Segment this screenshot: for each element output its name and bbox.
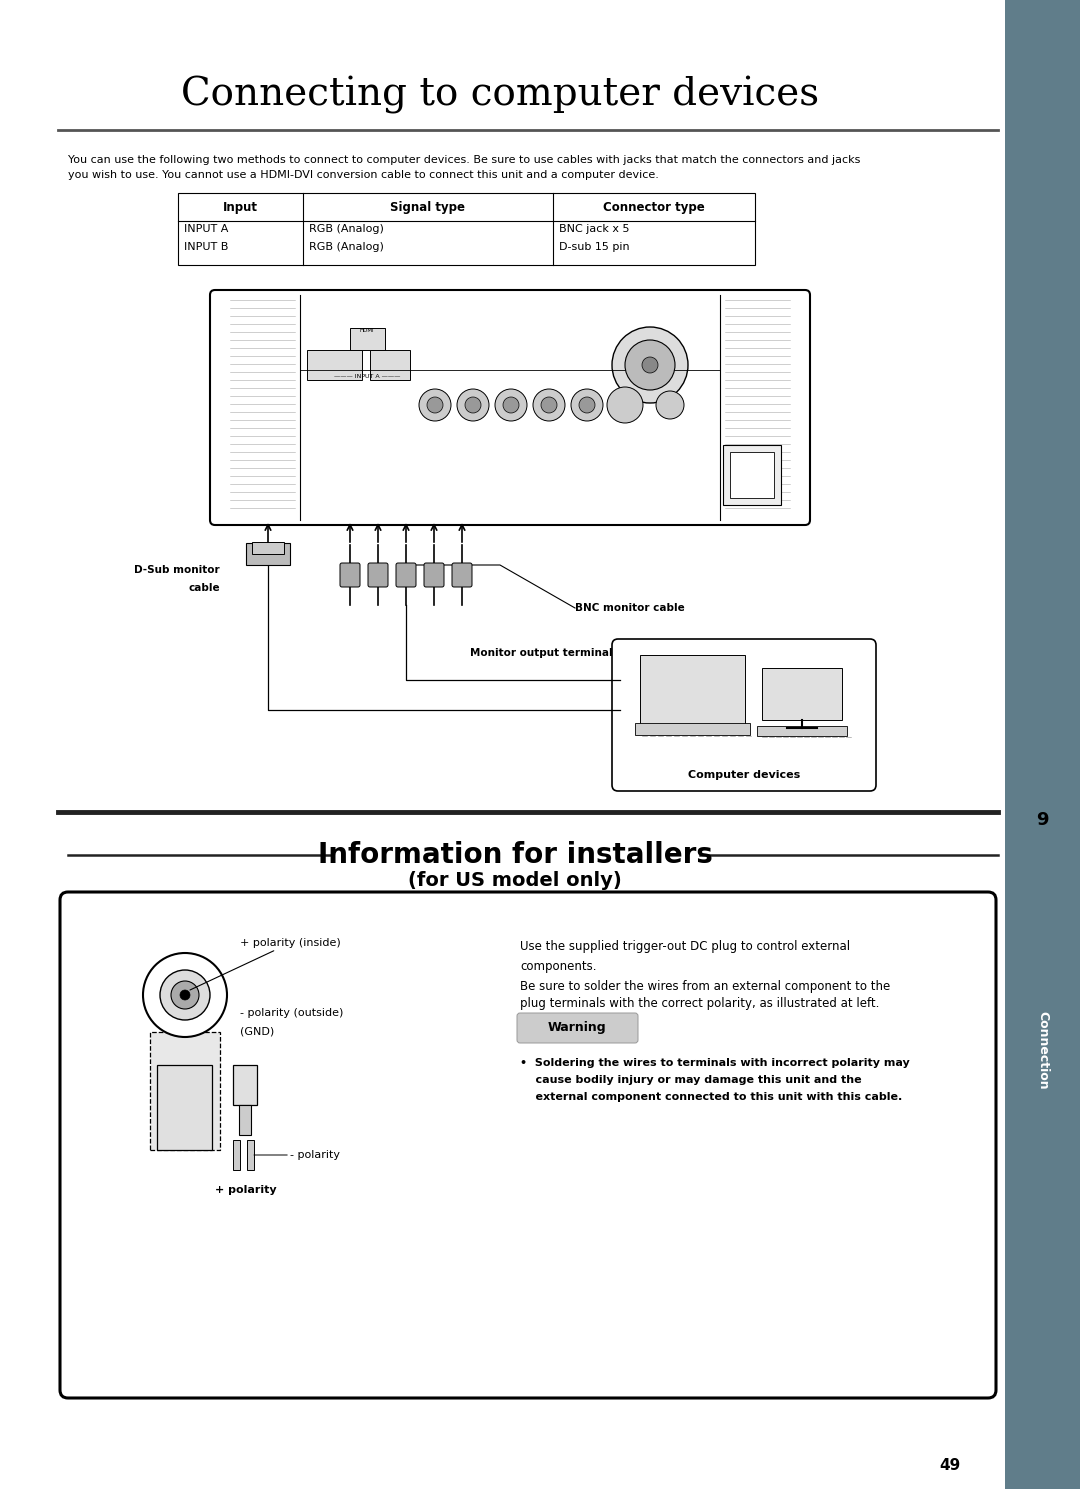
Text: INPUT B: INPUT B xyxy=(184,243,228,252)
Text: 9: 9 xyxy=(1036,812,1049,829)
Circle shape xyxy=(180,990,190,1001)
Bar xyxy=(370,350,410,380)
Text: - polarity (outside): - polarity (outside) xyxy=(240,1008,343,1018)
Text: + polarity (inside): + polarity (inside) xyxy=(190,938,341,990)
Circle shape xyxy=(419,389,451,421)
Bar xyxy=(730,453,774,497)
Text: RGB (Analog): RGB (Analog) xyxy=(309,243,383,252)
Text: (for US model only): (for US model only) xyxy=(408,871,622,889)
Circle shape xyxy=(457,389,489,421)
FancyBboxPatch shape xyxy=(453,563,472,587)
Bar xyxy=(723,445,781,505)
Bar xyxy=(239,1105,251,1135)
Text: (GND): (GND) xyxy=(240,1026,274,1036)
Text: Connector type: Connector type xyxy=(603,201,705,213)
Bar xyxy=(233,1141,240,1170)
Bar xyxy=(635,724,750,736)
FancyBboxPatch shape xyxy=(210,290,810,526)
Text: •  Soldering the wires to terminals with incorrect polarity may: • Soldering the wires to terminals with … xyxy=(519,1059,909,1068)
Bar xyxy=(640,655,745,725)
Text: plug terminals with the correct polarity, as illustrated at left.: plug terminals with the correct polarity… xyxy=(519,998,879,1010)
Text: you wish to use. You cannot use a HDMI-DVI conversion cable to connect this unit: you wish to use. You cannot use a HDMI-D… xyxy=(68,170,659,180)
Text: Connection: Connection xyxy=(1036,1011,1049,1090)
Circle shape xyxy=(612,328,688,404)
Text: D-sub 15 pin: D-sub 15 pin xyxy=(559,243,630,252)
FancyBboxPatch shape xyxy=(368,563,388,587)
Bar xyxy=(150,1032,220,1150)
Text: cable: cable xyxy=(188,584,220,593)
Bar xyxy=(762,669,842,721)
Bar xyxy=(757,727,847,736)
Circle shape xyxy=(642,357,658,374)
Text: BNC jack x 5: BNC jack x 5 xyxy=(559,223,630,234)
Circle shape xyxy=(656,392,684,418)
Circle shape xyxy=(427,398,443,412)
Circle shape xyxy=(503,398,519,412)
Bar xyxy=(246,543,291,564)
Bar xyxy=(1005,0,1080,1489)
Text: Connecting to computer devices: Connecting to computer devices xyxy=(181,76,819,115)
Circle shape xyxy=(465,398,481,412)
Text: ——— INPUT A ———: ——— INPUT A ——— xyxy=(334,375,401,380)
Text: Warning: Warning xyxy=(548,1021,606,1035)
Text: INPUT A: INPUT A xyxy=(184,223,228,234)
Text: Be sure to solder the wires from an external component to the: Be sure to solder the wires from an exte… xyxy=(519,980,890,993)
Text: Input: Input xyxy=(222,201,258,213)
Text: Monitor output terminal: Monitor output terminal xyxy=(471,648,613,658)
Circle shape xyxy=(607,387,643,423)
Bar xyxy=(157,1065,212,1150)
FancyBboxPatch shape xyxy=(612,639,876,791)
Bar xyxy=(247,1141,254,1170)
Text: You can use the following two methods to connect to computer devices. Be sure to: You can use the following two methods to… xyxy=(68,155,861,165)
Text: cause bodily injury or may damage this unit and the: cause bodily injury or may damage this u… xyxy=(519,1075,862,1085)
Text: Use the supplied trigger-out DC plug to control external: Use the supplied trigger-out DC plug to … xyxy=(519,940,850,953)
Bar xyxy=(178,194,755,265)
Text: 49: 49 xyxy=(940,1458,960,1473)
Circle shape xyxy=(143,953,227,1036)
Circle shape xyxy=(495,389,527,421)
Circle shape xyxy=(541,398,557,412)
Text: + polarity: + polarity xyxy=(215,1185,276,1196)
Circle shape xyxy=(171,981,199,1010)
Text: Information for installers: Information for installers xyxy=(318,841,713,870)
Text: HDMI: HDMI xyxy=(360,328,375,334)
Text: RGB (Analog): RGB (Analog) xyxy=(309,223,383,234)
FancyBboxPatch shape xyxy=(517,1013,638,1042)
Bar xyxy=(252,542,284,554)
Text: D-Sub monitor: D-Sub monitor xyxy=(134,564,220,575)
Circle shape xyxy=(534,389,565,421)
Bar xyxy=(350,328,384,350)
Text: Signal type: Signal type xyxy=(391,201,465,213)
Text: - polarity: - polarity xyxy=(254,1150,340,1160)
Text: external component connected to this unit with this cable.: external component connected to this uni… xyxy=(519,1091,902,1102)
Text: components.: components. xyxy=(519,960,596,972)
FancyBboxPatch shape xyxy=(396,563,416,587)
Circle shape xyxy=(160,969,210,1020)
Bar xyxy=(307,350,362,380)
FancyBboxPatch shape xyxy=(340,563,360,587)
Circle shape xyxy=(579,398,595,412)
FancyBboxPatch shape xyxy=(60,892,996,1398)
Circle shape xyxy=(625,339,675,390)
Text: Computer devices: Computer devices xyxy=(688,770,800,780)
FancyBboxPatch shape xyxy=(424,563,444,587)
Text: BNC monitor cable: BNC monitor cable xyxy=(575,603,685,613)
Circle shape xyxy=(571,389,603,421)
Bar xyxy=(233,1065,257,1105)
